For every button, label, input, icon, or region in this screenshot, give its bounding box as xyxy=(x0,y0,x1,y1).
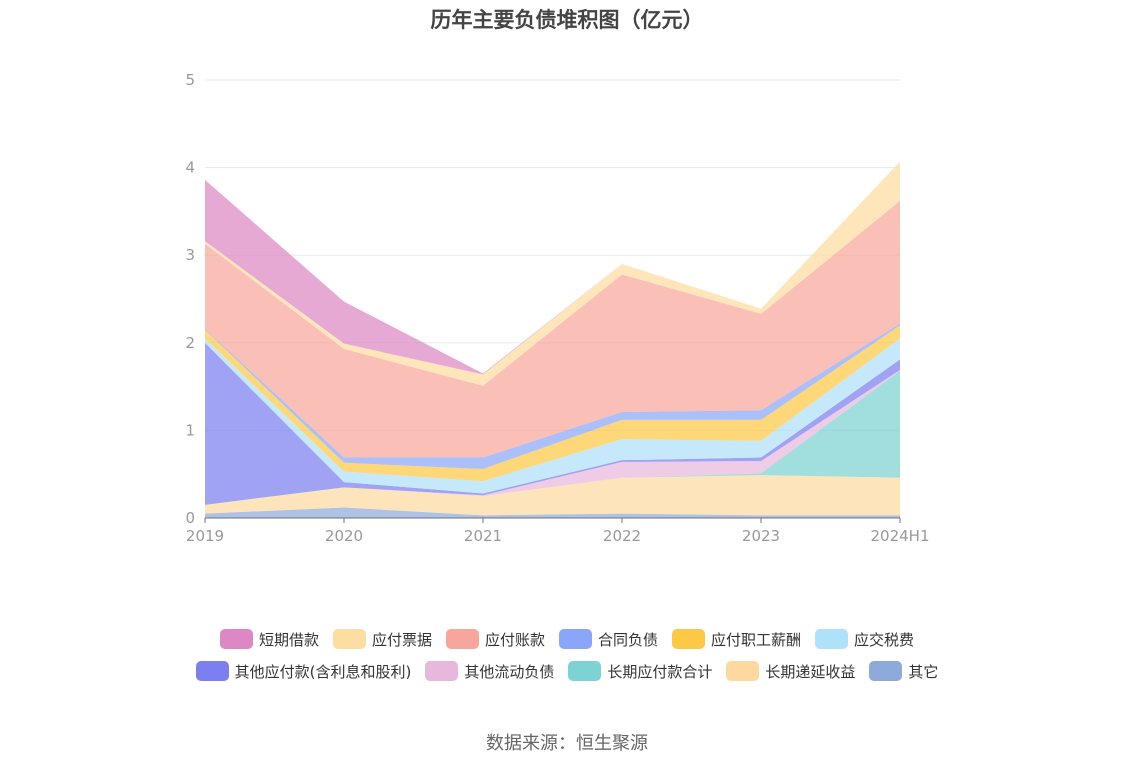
legend-item[interactable]: 合同负债 xyxy=(559,628,658,650)
legend-swatch xyxy=(568,661,602,681)
legend: 短期借款 应付票据 应付账款 合同负债 应付职工薪酬 应交税费 其他应付款(含利息和股利)… xyxy=(0,628,1134,692)
legend-label: 长期应付款合计 xyxy=(607,662,713,681)
stacked-area-chart: 0 1 2 3 4 5 2019 2020 2021 2022 2023 2024H1 xyxy=(185,71,929,545)
legend-item[interactable]: 短期借款 xyxy=(219,628,319,650)
legend-label: 合同负债 xyxy=(598,630,659,649)
legend-label: 其他应付款(含利息和股利) xyxy=(234,662,412,681)
legend-swatch xyxy=(445,629,479,649)
legend-label: 长期递延收益 xyxy=(765,662,856,681)
legend-label: 其他流动负债 xyxy=(464,662,555,681)
legend-swatch xyxy=(726,661,760,681)
x-tick-label: 2021 xyxy=(464,527,502,545)
area-series xyxy=(205,161,900,518)
area-短期借款 xyxy=(205,161,900,375)
y-tick-label: 0 xyxy=(185,509,195,527)
legend-item[interactable]: 应付票据 xyxy=(332,628,432,650)
area-长期递延收益 xyxy=(205,475,900,516)
legend-swatch xyxy=(425,661,459,681)
legend-item[interactable]: 其它 xyxy=(869,660,938,682)
legend-label: 其它 xyxy=(908,662,939,681)
x-tick-label: 2020 xyxy=(325,527,363,545)
legend-swatch xyxy=(672,629,706,649)
y-tick-label: 1 xyxy=(185,421,195,439)
legend-item[interactable]: 应交税费 xyxy=(815,628,914,650)
legend-item[interactable]: 长期递延收益 xyxy=(726,660,855,682)
legend-item[interactable]: 其他应付款(含利息和股利) xyxy=(195,660,412,682)
legend-label: 应交税费 xyxy=(854,630,915,649)
axes: 0 1 2 3 4 5 2019 2020 2021 2022 2023 2024H1 xyxy=(185,71,929,545)
x-tick-label: 2019 xyxy=(186,527,224,545)
area-其它 xyxy=(205,507,900,518)
area-其他流动负债 xyxy=(205,369,900,505)
legend-swatch xyxy=(219,629,253,649)
area-应付职工薪酬 xyxy=(205,325,900,482)
x-tick-label: 2022 xyxy=(603,527,641,545)
legend-item[interactable]: 长期应付款合计 xyxy=(568,660,712,682)
legend-item[interactable]: 应付账款 xyxy=(445,628,545,650)
legend-swatch xyxy=(559,629,592,649)
legend-label: 短期借款 xyxy=(258,630,319,649)
y-tick-label: 5 xyxy=(185,71,195,89)
legend-item[interactable]: 应付职工薪酬 xyxy=(672,628,801,650)
area-应付账款 xyxy=(205,200,900,458)
y-tick-label: 2 xyxy=(185,334,195,352)
y-tick-label: 3 xyxy=(185,246,195,264)
legend-swatch xyxy=(332,629,366,649)
area-其他应付款(含利息和股利) xyxy=(205,342,900,505)
legend-row: 短期借款 应付票据 应付账款 合同负债 应付职工薪酬 应交税费 xyxy=(0,628,1134,650)
legend-swatch xyxy=(815,629,849,649)
data-source: 数据来源：恒生聚源 xyxy=(486,733,648,754)
area-应交税费 xyxy=(205,338,900,494)
x-tick-label: 2024H1 xyxy=(871,527,930,545)
legend-row: 其他应付款(含利息和股利) 其他流动负债 长期应付款合计 长期递延收益 其它 xyxy=(0,660,1134,682)
area-合同负债 xyxy=(205,323,900,469)
legend-swatch xyxy=(869,661,903,681)
legend-swatch xyxy=(195,661,229,681)
legend-label: 应付票据 xyxy=(371,630,432,649)
x-tick-label: 2023 xyxy=(742,527,780,545)
legend-label: 应付职工薪酬 xyxy=(711,630,802,649)
y-tick-label: 4 xyxy=(185,159,195,177)
legend-label: 应付账款 xyxy=(484,630,545,649)
legend-item[interactable]: 其他流动负债 xyxy=(425,660,554,682)
chart-title: 历年主要负债堆积图（亿元） xyxy=(430,8,704,32)
